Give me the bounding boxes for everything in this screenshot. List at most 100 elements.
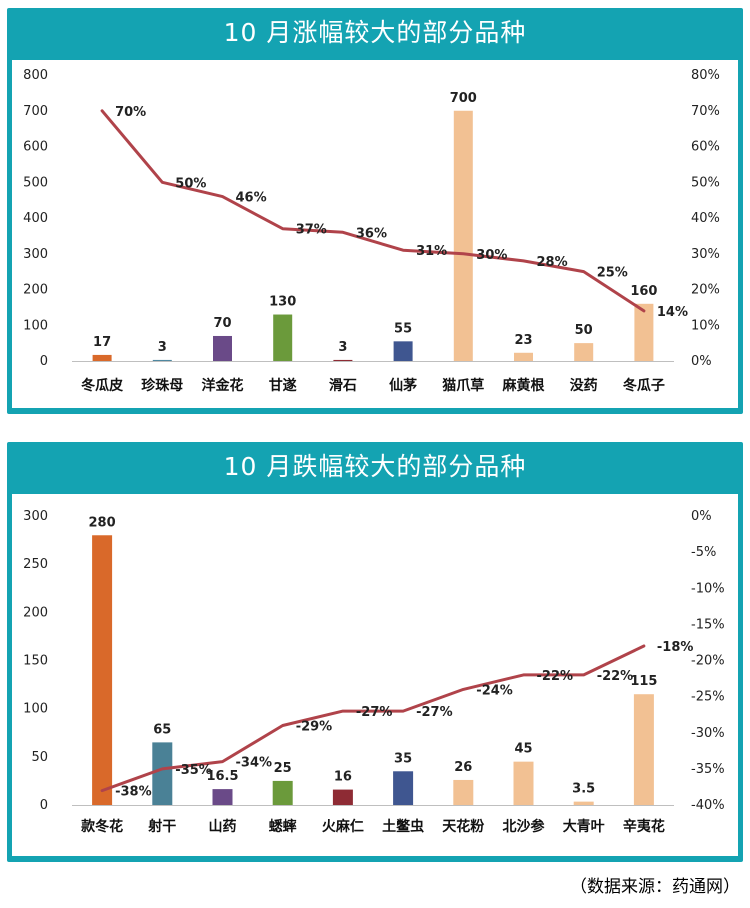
y-tick-label: 0	[40, 798, 48, 813]
y-tick-label: 200	[23, 605, 48, 620]
category-label: 麻黄根	[502, 377, 546, 394]
y-tick-label: 300	[23, 509, 48, 524]
category-label: 北沙参	[503, 818, 546, 835]
bar	[213, 335, 232, 361]
y-tick-label: 300	[23, 247, 48, 262]
y-tick-label: 100	[23, 318, 48, 333]
bar	[453, 110, 473, 361]
fall-chart-panel: 10 月跌幅较大的部分品种 0 50 100 150 200 250 300 0% -5% -10…	[7, 442, 743, 862]
bar	[332, 789, 353, 805]
y-tick-label: 150	[23, 654, 48, 669]
fall-chart-title: 10 月跌幅较大的部分品种	[223, 452, 527, 481]
bar	[573, 801, 594, 805]
line-value-label: 50%	[175, 176, 206, 191]
bar	[393, 341, 413, 361]
y-tick-label: 700	[23, 104, 48, 119]
bar	[92, 535, 113, 805]
line-value-label: -22%	[537, 669, 574, 684]
line-value-label: -27%	[356, 705, 393, 720]
y-tick-label: 500	[23, 175, 48, 190]
category-label: 滑石	[329, 377, 357, 394]
line-value-label: -35%	[175, 763, 212, 778]
bar-value-label: 3	[338, 340, 347, 355]
bar-value-label: 280	[89, 515, 116, 530]
y-tick-label: 800	[23, 68, 48, 83]
bar-value-label: 16	[334, 770, 352, 785]
y2-tick-label: 0%	[691, 509, 712, 524]
rise-chart-panel: 10 月涨幅较大的部分品种 0 100 200 300 400 500 600 700 800 0…	[7, 8, 743, 414]
line-value-label: -22%	[597, 669, 634, 684]
category-label: 辛夷花	[623, 818, 665, 835]
y2-tick-label: -35%	[691, 762, 725, 777]
y2-tick-label: 70%	[691, 104, 720, 119]
change-line	[100, 644, 646, 793]
line-value-label: 46%	[236, 191, 267, 206]
line-value-label: -24%	[476, 683, 513, 698]
y-tick-label: 600	[23, 140, 48, 155]
y2-tick-label: 20%	[691, 283, 720, 298]
line-value-label: 28%	[537, 255, 568, 270]
category-label: 仙茅	[389, 377, 417, 394]
bar-value-label: 70	[213, 316, 231, 331]
y2-tick-label: 60%	[691, 140, 720, 155]
bar-value-label: 700	[450, 91, 477, 106]
category-label: 没药	[570, 377, 598, 394]
category-label: 火麻仁	[322, 818, 364, 835]
line-value-label: 31%	[416, 244, 447, 259]
y-tick-label: 250	[23, 557, 48, 572]
line-value-label: -38%	[115, 785, 152, 800]
category-label: 洋金花	[202, 377, 244, 394]
y2-tick-label: 50%	[691, 175, 720, 190]
category-label: 土鳖虫	[382, 818, 424, 835]
bar	[273, 314, 293, 361]
line-value-label: -27%	[416, 705, 453, 720]
bar-value-label: 115	[630, 674, 657, 689]
y-tick-label: 400	[23, 211, 48, 226]
y-tick-label: 50	[31, 750, 48, 765]
line-value-label: 25%	[597, 266, 628, 281]
category-label: 冬瓜子	[623, 377, 665, 394]
bar-value-label: 130	[269, 295, 296, 310]
rise-chart-title: 10 月涨幅较大的部分品种	[223, 18, 527, 47]
fall-chart: 0 50 100 150 200 250 300 0% -5% -10% -15% -20% -25% -…	[23, 509, 725, 835]
line-value-label: 70%	[115, 105, 146, 120]
category-label: 蟋蟀	[269, 818, 297, 835]
rise-chart: 0 100 200 300 400 500 600 700 800 0% 10% 20% 30% 40% 5…	[23, 68, 720, 394]
category-label: 冬瓜皮	[81, 377, 123, 394]
bar	[272, 780, 293, 805]
bar	[513, 761, 534, 805]
bar-value-label: 45	[514, 742, 532, 757]
y-tick-label: 200	[23, 283, 48, 298]
y2-tick-label: 10%	[691, 318, 720, 333]
bar-value-label: 3	[158, 340, 167, 355]
bar-value-label: 16.5	[206, 769, 238, 784]
y2-tick-label: 40%	[691, 211, 720, 226]
bar	[92, 354, 112, 361]
bar	[634, 303, 654, 361]
y-tick-label: 100	[23, 702, 48, 717]
category-label: 款冬花	[81, 818, 123, 835]
line-value-label: -29%	[296, 720, 333, 735]
change-line	[100, 109, 646, 313]
category-label: 天花粉	[442, 818, 484, 835]
category-label: 射干	[147, 818, 176, 835]
bar-value-label: 25	[274, 761, 292, 776]
y2-tick-label: 80%	[691, 68, 720, 83]
rise-chart-area: 0 100 200 300 400 500 600 700 800 0% 10% 20% 30% 40% 5…	[12, 60, 738, 408]
category-label: 猫爪草	[442, 377, 484, 394]
line-value-label: 30%	[476, 248, 507, 263]
bar-value-label: 3.5	[572, 782, 595, 797]
data-source-note: （数据来源：药通网）	[570, 877, 740, 897]
y2-tick-label: 30%	[691, 247, 720, 262]
bar	[393, 771, 414, 805]
y2-tick-label: -30%	[691, 726, 725, 741]
bar-value-label: 50	[575, 323, 593, 338]
line-value-label: 14%	[657, 305, 688, 320]
y2-tick-label: -20%	[691, 654, 725, 669]
category-label: 山药	[209, 818, 237, 835]
bar-value-label: 35	[394, 751, 412, 766]
bar-value-label: 55	[394, 321, 412, 336]
line-value-label: 36%	[356, 226, 387, 241]
category-label: 珍珠母	[141, 377, 183, 394]
bar	[152, 742, 173, 805]
